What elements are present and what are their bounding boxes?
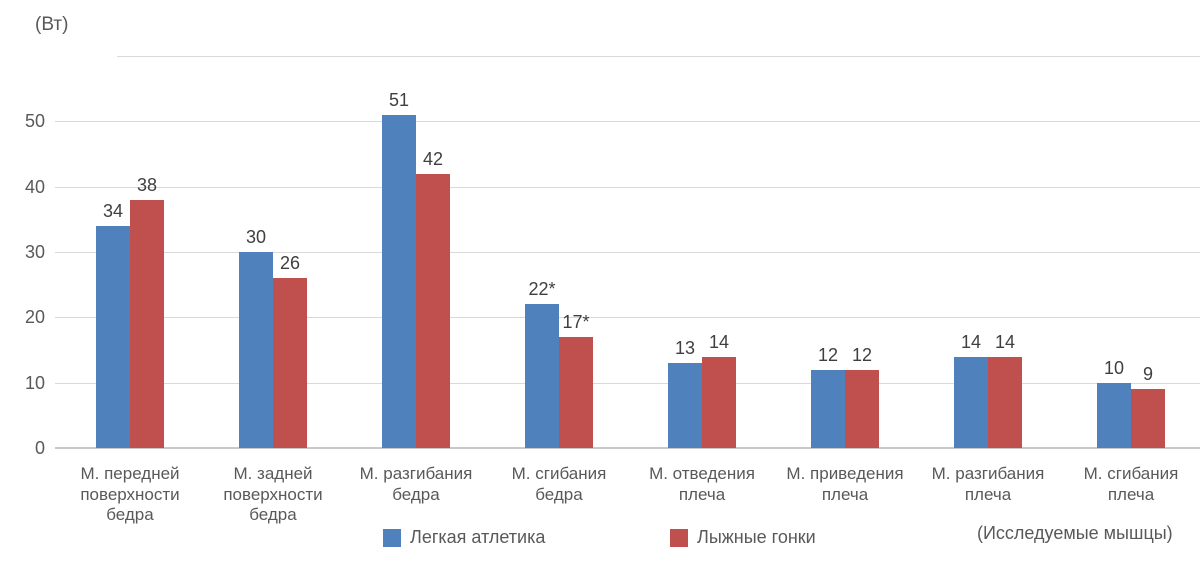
x-axis-note: (Исследуемые мышцы): [977, 523, 1173, 543]
y-tick-label: 0: [34, 438, 45, 458]
y-axis-unit-label: (Вт): [35, 14, 69, 35]
bar-value-label: 30: [245, 227, 267, 247]
category-label: М. отведения плеча: [649, 464, 755, 504]
bar: [273, 278, 307, 448]
category-label: М. передней поверхности бедра: [80, 464, 180, 524]
bar-value-label: 22*: [528, 279, 556, 300]
gridline: [55, 382, 1200, 384]
bar-value-label: 10: [1103, 357, 1125, 378]
bar-value-label: 51: [388, 89, 410, 110]
bar-value-label: 14: [994, 331, 1016, 352]
bar: [811, 369, 845, 448]
category-label: М. сгибания бедра: [511, 464, 607, 504]
gridline: [55, 317, 1200, 319]
gridline: [55, 121, 1200, 123]
bar-value-label: 14: [708, 331, 730, 352]
bar-value-label: 42: [422, 148, 444, 169]
category-label: М. задней поверхности бедра: [223, 464, 323, 524]
bar: [1097, 382, 1131, 448]
category-label: М. приведения плеча: [786, 464, 904, 504]
bar: [702, 356, 736, 448]
category-label: М. разгибания плеча: [931, 464, 1045, 504]
y-tick-label: 50: [24, 111, 45, 132]
gridline-top: [117, 56, 1200, 57]
legend-item: Лыжные гонки: [670, 527, 816, 548]
bar: [559, 336, 593, 448]
bar-value-label: 12: [817, 344, 839, 365]
bar: [130, 199, 164, 448]
bar-value-label: 17*: [562, 311, 590, 332]
y-tick-label: 20: [24, 307, 45, 328]
bar: [845, 369, 879, 448]
gridline: [55, 186, 1200, 188]
bar-value-label: 34: [102, 200, 124, 221]
legend-swatch-icon: [383, 528, 401, 547]
y-tick-label: 40: [24, 176, 45, 197]
category-label: М. сгибания плеча: [1083, 464, 1179, 504]
bar: [668, 363, 702, 448]
bar-value-label: 38: [136, 174, 158, 195]
bar: [1131, 389, 1165, 448]
y-tick-label: 10: [24, 372, 45, 393]
legend-swatch-icon: [670, 528, 688, 547]
legend-label: Легкая атлетика: [410, 527, 546, 547]
category-label: М. разгибания бедра: [359, 464, 473, 504]
bar: [988, 356, 1022, 448]
bar-value-label: 14: [960, 331, 982, 352]
y-tick-label: 30: [24, 242, 45, 262]
bar-value-label: 26: [279, 253, 301, 274]
bar-value-label: 13: [674, 338, 696, 359]
gridline: [55, 252, 1200, 253]
bar: [954, 356, 988, 448]
x-axis-line: [55, 447, 1200, 449]
bar: [239, 252, 273, 448]
bar-value-label: 9: [1142, 364, 1153, 385]
bar-value-label: 12: [851, 344, 873, 365]
legend-label: Лыжные гонки: [697, 527, 816, 547]
bar: [96, 225, 130, 448]
bar: [416, 173, 450, 448]
bar: [525, 304, 559, 448]
legend-item: Легкая атлетика: [383, 527, 545, 548]
bar: [382, 114, 416, 448]
